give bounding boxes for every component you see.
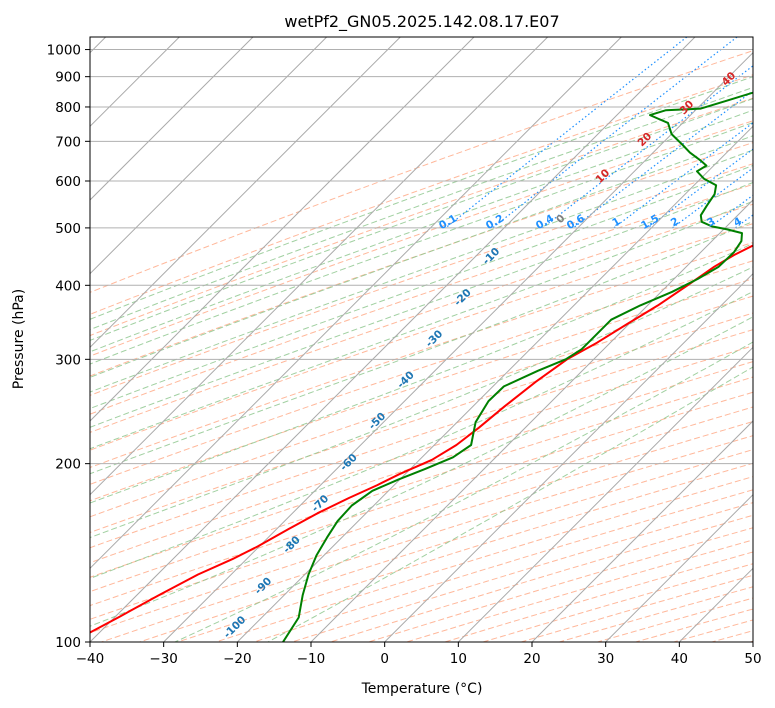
mixing-ratio-line [572,89,753,229]
x-tick-label: 20 [523,651,540,667]
moist-adiabat-line [90,220,753,475]
dry-adiabat-line [90,50,753,293]
dry-adiabat-line [90,376,753,593]
isotherm-line [90,37,549,496]
dry-adiabat-line [90,345,753,564]
dry-adiabat-line [90,391,753,607]
dry-adiabat-line [90,329,753,549]
isotherm-line [752,641,753,642]
grid-layer [90,37,753,642]
moist-adiabat-line [90,86,753,331]
x-tick-label: 50 [744,651,761,667]
dry-adiabat-line [750,640,753,642]
dry-adiabat-line [90,406,753,620]
isotherm-line [90,37,254,201]
isotherm-line [90,37,475,422]
x-tick-label: −40 [76,651,105,667]
dry-adiabat-line [292,502,753,642]
moist-adiabat-line [90,76,753,320]
dry-adiabat-line [90,203,753,433]
x-tick-label: −10 [297,651,326,667]
y-axis-label: Pressure (hPa) [11,289,27,389]
moist-adiabat-line [90,266,753,539]
isotherm-line [163,51,753,642]
curve-layer [90,91,753,642]
y-tick-label: 600 [55,174,81,190]
x-axis-label: Temperature (°C) [361,681,483,697]
y-tick-label: 800 [55,100,81,116]
isotherm-line [90,37,696,642]
x-tick-label: 0 [380,651,389,667]
isotherm-line [531,420,753,642]
isotherm-line [457,346,753,642]
x-tick-label: −30 [149,651,178,667]
dry-adiabat-line [90,97,753,337]
temperature-curve [90,244,753,634]
x-tick-label: 30 [597,651,614,667]
dry-adiabat-line [139,449,753,642]
moist-adiabat-line [267,366,753,642]
dry-adiabat-line [90,420,753,634]
isotherm-line [384,272,753,642]
x-tick-label: 40 [671,651,688,667]
moist-adiabat-line [90,109,753,353]
y-tick-label: 400 [55,278,81,294]
isotherm-line [310,199,753,642]
moist-adiabat-line [90,149,753,393]
dry-adiabat-line [90,120,753,357]
mixing-ratio-line [542,65,753,229]
y-tick-label: 500 [55,221,81,237]
isotherm-line [90,37,622,570]
dry-adiabat-line [90,142,753,377]
mixing-ratio-line [672,167,753,229]
dry-adiabat-line [90,295,753,518]
chart-title: wetPf2_GN05.2025.142.08.17.E07 [284,12,559,32]
dry-adiabat-line [90,278,753,502]
moist-adiabat-line [90,200,753,450]
dewpoint-curve [282,91,753,642]
isotherm-line [90,37,328,275]
y-tick-label: 900 [55,70,81,86]
y-tick-label: 300 [55,352,81,368]
dry-adiabat-line [90,223,753,451]
dry-adiabat-line [215,476,753,642]
dry-adiabat-line [368,527,753,642]
y-tick-label: 200 [55,457,81,473]
isotherm-line [90,37,401,349]
y-tick-label: 100 [55,635,81,651]
moist-adiabat-line [90,164,753,410]
moist-adiabat-line [90,316,753,627]
dry-adiabat-line [90,163,753,396]
moist-adiabat-line [90,98,753,341]
axes: −40 −30 −20 −10 0 10 20 30 40 50 100 200 300 400 500 60… [47,36,762,667]
plot-area [90,37,753,642]
y-tick-label: 1000 [47,43,81,59]
x-tick-label: −20 [223,651,252,667]
y-tick-label: 700 [55,134,81,150]
isotherm-line [236,125,753,642]
dry-adiabat-line [90,74,753,315]
plot-frame [89,36,754,643]
plot-background [90,37,753,642]
isotherm-line [605,493,753,642]
x-tick-label: 10 [450,651,467,667]
moist-adiabat-line [90,181,753,428]
